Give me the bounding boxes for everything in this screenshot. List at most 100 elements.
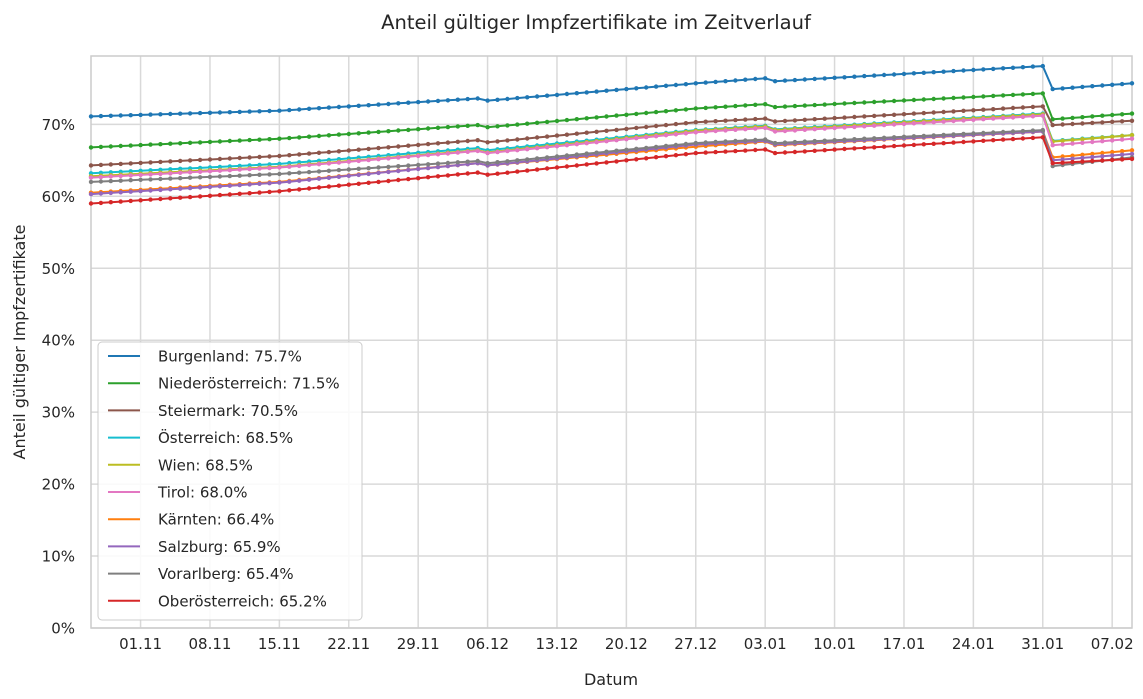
data-point — [118, 178, 123, 183]
data-point — [187, 140, 193, 145]
data-point — [108, 174, 114, 179]
data-point — [465, 149, 470, 154]
series-line — [90, 113, 1133, 178]
data-point — [396, 168, 401, 174]
data-point — [1090, 84, 1095, 89]
data-point — [991, 138, 996, 143]
x-tick-label: 15.11 — [258, 635, 301, 653]
data-point — [981, 107, 986, 112]
data-point — [197, 140, 203, 145]
data-point — [406, 167, 411, 173]
data-point — [564, 164, 570, 169]
data-point — [921, 110, 926, 116]
data-point — [693, 130, 698, 135]
data-point — [564, 143, 570, 148]
data-point — [1070, 121, 1075, 127]
data-point — [108, 190, 114, 196]
data-point — [792, 128, 798, 133]
data-point — [792, 77, 798, 83]
data-point — [594, 89, 599, 94]
data-point — [475, 138, 480, 143]
data-point — [653, 155, 659, 160]
data-point — [445, 124, 451, 130]
data-point — [673, 82, 679, 88]
data-point — [316, 162, 322, 167]
data-point — [178, 195, 183, 200]
data-point — [961, 108, 966, 114]
data-point — [168, 176, 173, 181]
data-point — [1000, 66, 1006, 71]
data-point — [376, 145, 381, 151]
legend-label: Burgenland: 75.7% — [158, 348, 302, 366]
data-point — [197, 194, 203, 199]
data-point — [168, 141, 173, 146]
data-point — [723, 118, 728, 123]
data-point — [386, 145, 391, 150]
data-point — [921, 120, 926, 126]
data-point — [138, 112, 143, 118]
data-point — [554, 154, 560, 159]
data-point — [505, 96, 510, 102]
data-point — [901, 143, 907, 148]
data-point — [267, 137, 272, 142]
data-point — [168, 187, 173, 192]
data-point — [733, 148, 738, 154]
data-point — [406, 163, 411, 168]
data-point — [534, 120, 540, 126]
x-tick-label: 29.11 — [397, 635, 440, 653]
data-point — [951, 109, 956, 114]
data-point — [316, 169, 322, 174]
data-point — [396, 128, 401, 133]
data-point — [336, 149, 342, 154]
data-point — [703, 150, 708, 155]
data-point — [1070, 159, 1075, 165]
data-point — [743, 138, 748, 143]
data-point — [416, 142, 421, 148]
data-point — [168, 171, 173, 176]
data-point — [1119, 152, 1125, 157]
data-point — [356, 131, 361, 136]
data-point — [257, 181, 262, 186]
data-point — [891, 112, 897, 118]
data-point — [1010, 92, 1016, 98]
data-point — [624, 112, 629, 118]
data-point — [435, 98, 441, 104]
data-point — [544, 155, 550, 160]
series-layer — [88, 63, 1135, 206]
data-point — [366, 166, 371, 171]
data-point — [901, 98, 907, 103]
data-point — [475, 96, 480, 101]
data-point — [941, 69, 946, 74]
data-point — [852, 114, 857, 120]
data-point — [1010, 105, 1016, 111]
data-point — [842, 115, 847, 120]
data-point — [178, 158, 183, 164]
data-point — [1129, 156, 1135, 162]
data-point — [1050, 122, 1055, 128]
data-point — [1020, 136, 1026, 141]
data-point — [455, 97, 460, 102]
data-point — [663, 109, 669, 114]
data-point — [1100, 139, 1105, 144]
data-point — [515, 158, 520, 163]
data-point — [852, 100, 857, 106]
data-point — [1080, 121, 1085, 126]
data-point — [178, 176, 183, 181]
data-point — [594, 115, 599, 120]
data-point — [574, 91, 579, 96]
data-point — [88, 114, 94, 119]
data-point — [148, 197, 153, 202]
data-point — [961, 131, 966, 137]
data-point — [1040, 91, 1046, 96]
data-point — [1090, 120, 1095, 126]
data-point — [306, 162, 312, 168]
data-point — [416, 99, 421, 105]
data-point — [1100, 120, 1105, 125]
data-point — [604, 160, 609, 165]
data-point — [743, 103, 748, 108]
data-point — [366, 171, 371, 177]
data-point — [931, 70, 936, 75]
data-point — [336, 160, 342, 165]
data-point — [554, 133, 560, 138]
data-point — [753, 102, 758, 108]
